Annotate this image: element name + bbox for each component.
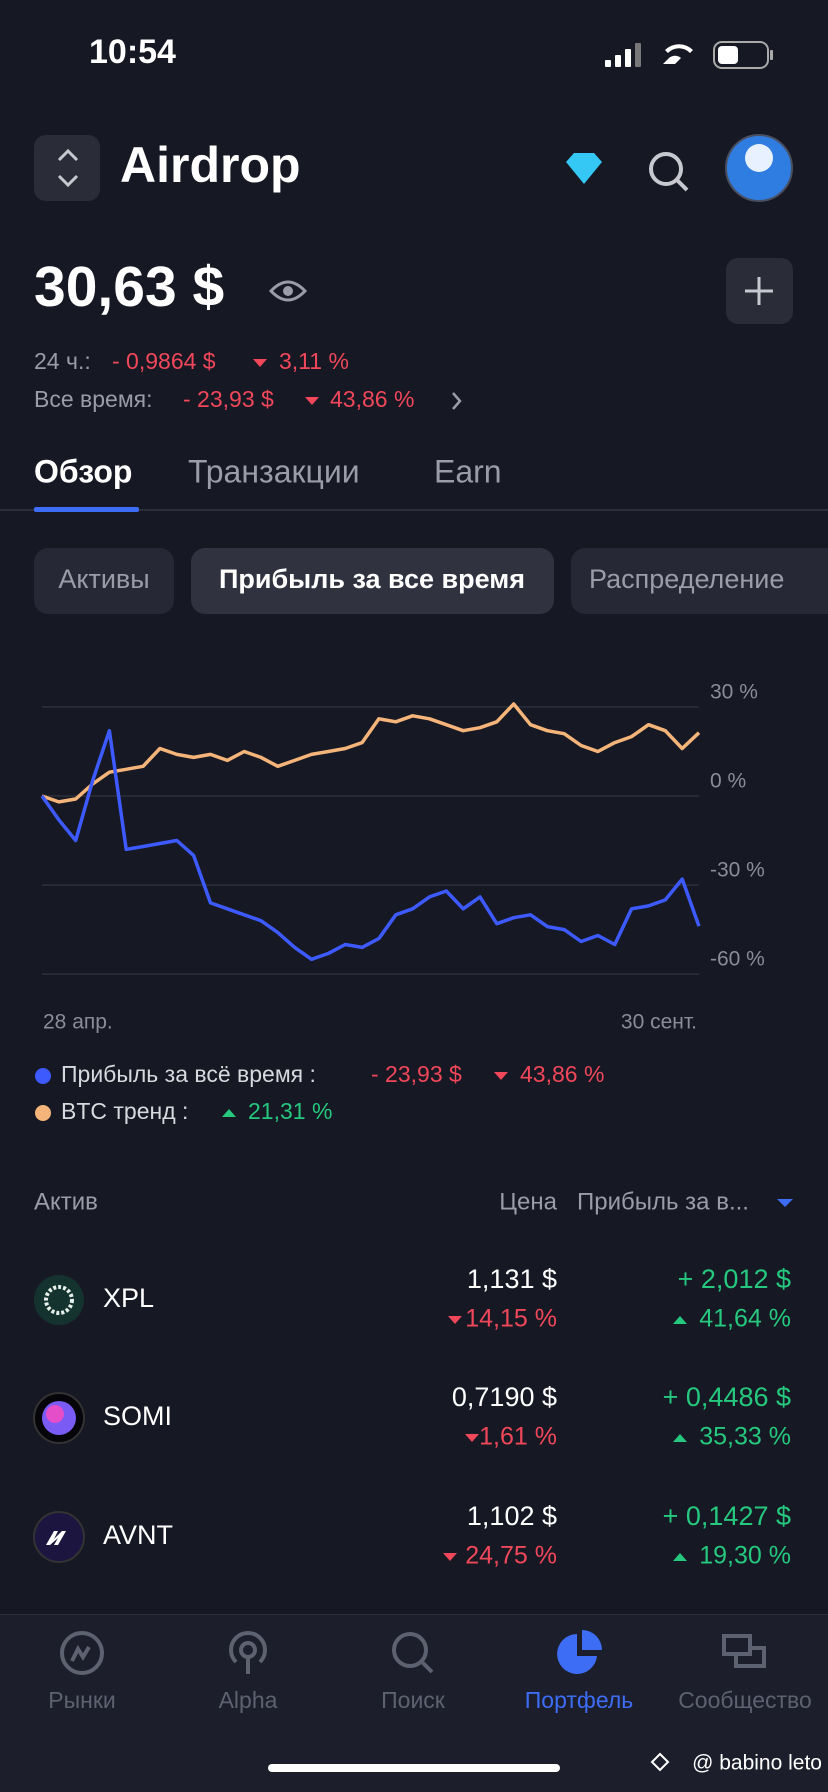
- home-indicator: [268, 1764, 560, 1772]
- y-tick-label: 30 %: [710, 680, 758, 703]
- premium-icon[interactable]: [566, 153, 602, 184]
- coin-icon: [33, 1511, 85, 1563]
- nav-divider: [0, 1614, 828, 1615]
- tab[interactable]: Earn: [434, 453, 502, 489]
- asset-price-change: 1,61 %: [479, 1423, 557, 1451]
- nav-icon-active: [557, 1630, 602, 1674]
- column-header[interactable]: Прибыль за в...: [577, 1188, 749, 1215]
- tabs-divider: [0, 509, 828, 511]
- line-series: [40, 728, 701, 962]
- all-change: - 23,93 $: [183, 386, 274, 412]
- up-arrow: [673, 1434, 687, 1442]
- day-label: 24 ч.:: [34, 348, 91, 374]
- legend-dot: [35, 1105, 51, 1121]
- add-icon: [745, 277, 773, 305]
- y-tick-label: 0 %: [710, 770, 746, 793]
- legend-value: 43,86 %: [520, 1061, 604, 1087]
- switch-icon: [57, 148, 79, 188]
- asset-price: 0,7190 $: [452, 1382, 557, 1412]
- watermark-icon: [650, 1752, 670, 1772]
- asset-profit-percent: 19,30 %: [699, 1542, 791, 1570]
- asset-profit-percent: 41,64 %: [699, 1305, 791, 1333]
- nav-icons: [60, 1630, 766, 1675]
- x-tick-label: 30 сент.: [621, 1011, 697, 1034]
- asset-profit-percent: 35,33 %: [699, 1423, 791, 1451]
- chart: 30 % 0 % -30 % -60 % 28 апр. 30 сент.: [40, 680, 765, 1034]
- legend-label: BTC тренд :: [61, 1098, 188, 1124]
- asset-profit: + 2,012 $: [678, 1264, 791, 1294]
- chip-label: Прибыль за все время: [219, 564, 525, 594]
- asset-name: XPL: [103, 1283, 154, 1313]
- column-header: Цена: [499, 1188, 557, 1215]
- nav-label-active[interactable]: Портфель: [525, 1687, 634, 1713]
- nav-label[interactable]: Сообщество: [678, 1687, 812, 1713]
- up-arrow: [673, 1553, 687, 1561]
- up-arrow: [673, 1316, 687, 1324]
- tab-underline: [34, 507, 139, 512]
- column-header: Актив: [34, 1188, 98, 1215]
- search-icon[interactable]: [649, 152, 683, 186]
- down-arrow: [494, 1072, 508, 1080]
- chip[interactable]: [571, 548, 828, 614]
- tab[interactable]: Транзакции: [188, 453, 360, 489]
- y-tick-label: -60 %: [710, 948, 765, 971]
- asset-rows: XPL 1,131 $ 14,15 % + 2,012 $ 41,64 % SOMI 0,7…: [103, 1264, 791, 1569]
- sort-arrow[interactable]: [777, 1199, 793, 1207]
- asset-price: 1,102 $: [467, 1501, 557, 1531]
- legend-value: 21,31 %: [248, 1098, 332, 1124]
- eye-icon[interactable]: [268, 280, 308, 302]
- legend-dot: [35, 1068, 51, 1084]
- day-change: - 0,9864 $: [112, 348, 216, 374]
- nav-label[interactable]: Поиск: [381, 1687, 446, 1713]
- asset-name: AVNT: [103, 1520, 173, 1550]
- down-arrow: [305, 397, 319, 405]
- asset-profit: + 0,4486 $: [663, 1382, 791, 1412]
- chip-label: Распределение: [589, 564, 784, 594]
- coin-icon: [34, 1275, 84, 1325]
- coin-icon: [33, 1392, 85, 1444]
- x-tick-label: 28 апр.: [43, 1011, 113, 1034]
- down-arrow: [465, 1434, 479, 1442]
- nav-label[interactable]: Рынки: [48, 1687, 115, 1713]
- avatar-face: [745, 144, 773, 172]
- asset-profit: + 0,1427 $: [663, 1501, 791, 1531]
- asset-name: SOMI: [103, 1401, 172, 1431]
- nav-label[interactable]: Alpha: [219, 1687, 278, 1713]
- bottom-nav: [0, 1614, 828, 1792]
- status-icons: [605, 41, 773, 69]
- down-arrow: [253, 359, 267, 367]
- asset-price-change: 14,15 %: [465, 1305, 557, 1333]
- legend-label: Прибыль за всё время :: [61, 1061, 316, 1087]
- status-time: 10:54: [89, 33, 176, 71]
- up-arrow: [222, 1109, 236, 1117]
- line-series: [41, 702, 701, 804]
- down-arrow: [443, 1553, 457, 1561]
- header-title: Airdrop: [120, 137, 301, 193]
- tab-active[interactable]: Обзор: [34, 453, 132, 489]
- legend-value: - 23,93 $: [371, 1061, 462, 1087]
- all-percent: 43,86 %: [330, 386, 414, 412]
- switch-button[interactable]: [34, 135, 100, 201]
- chip[interactable]: [34, 548, 174, 614]
- chip-active[interactable]: [191, 548, 554, 614]
- balance-total: 30,63 $: [34, 255, 224, 319]
- all-label: Все время:: [34, 386, 152, 412]
- chip-label: Активы: [58, 564, 149, 594]
- asset-price: 1,131 $: [467, 1264, 557, 1294]
- day-percent: 3,11 %: [279, 348, 349, 374]
- y-tick-label: -30 %: [710, 859, 765, 882]
- watermark: @ babino leto: [692, 1752, 822, 1775]
- asset-price-change: 24,75 %: [465, 1542, 557, 1570]
- chevron[interactable]: [452, 392, 462, 410]
- down-arrow: [448, 1316, 462, 1324]
- search-icon-handle: [675, 178, 689, 192]
